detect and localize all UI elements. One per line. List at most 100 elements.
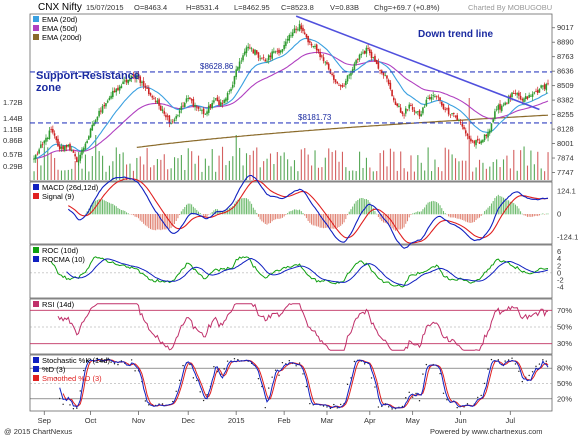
stoch-k-dot xyxy=(278,375,279,376)
volume-bar xyxy=(243,165,244,180)
macd-histogram-bar xyxy=(280,214,281,218)
macd-histogram-bar xyxy=(299,210,300,215)
candle-body xyxy=(76,157,78,162)
volume-bar xyxy=(393,152,394,180)
volume-bar xyxy=(527,166,528,180)
volume-bar xyxy=(482,163,483,180)
rsi-tick-label: 70% xyxy=(557,306,572,315)
candle-body xyxy=(258,52,260,57)
stoch-k-dot xyxy=(354,361,355,362)
macd-histogram-bar xyxy=(153,214,154,230)
macd-histogram-bar xyxy=(260,214,261,219)
macd-histogram-bar xyxy=(207,214,208,216)
macd-histogram-bar xyxy=(518,208,519,214)
macd-histogram-bar xyxy=(105,201,106,214)
price-tick-label: 7747 xyxy=(557,168,574,177)
candle-body xyxy=(333,75,335,80)
macd-histogram-bar xyxy=(135,214,136,217)
stoch-k-dot xyxy=(388,406,389,407)
volume-bar xyxy=(397,171,398,180)
candle-body xyxy=(86,141,88,143)
macd-histogram-bar xyxy=(393,214,394,230)
candle-body xyxy=(376,60,378,64)
candle-body xyxy=(100,111,102,112)
volume-bar xyxy=(212,149,213,180)
macd-histogram-bar xyxy=(525,214,526,216)
candle-body xyxy=(367,48,369,49)
macd-histogram-bar xyxy=(126,212,127,214)
legend-stoch-d: %D (3) xyxy=(42,365,66,374)
stoch-k-dot xyxy=(134,370,135,371)
ema20-swatch xyxy=(33,16,39,22)
candle-body xyxy=(453,113,455,114)
stoch-k-dot xyxy=(391,408,392,409)
candle-body xyxy=(312,46,314,47)
candle-body xyxy=(287,39,289,41)
price-tick-label: 8128 xyxy=(557,125,574,134)
macd-histogram-bar xyxy=(208,214,209,215)
volume-bar xyxy=(123,152,124,180)
macd-histogram-bar xyxy=(102,199,103,214)
signal-swatch xyxy=(33,193,39,199)
candle-body xyxy=(410,105,412,106)
rocma-swatch xyxy=(33,256,39,262)
volume-bar xyxy=(215,172,216,180)
macd-histogram-bar xyxy=(143,214,144,224)
macd-histogram-bar xyxy=(297,210,298,214)
candle-body xyxy=(49,131,51,139)
volume-bar xyxy=(81,169,82,180)
candle-body xyxy=(420,114,422,116)
candle-body xyxy=(456,115,458,120)
candle-body xyxy=(174,120,176,121)
volume-bar xyxy=(506,156,507,180)
macd-histogram-bar xyxy=(241,198,242,214)
macd-histogram-bar xyxy=(157,214,158,229)
macd-tick-label: 124.1 xyxy=(557,186,576,195)
macd-histogram-bar xyxy=(419,212,420,214)
macd-histogram-bar xyxy=(344,214,345,222)
volume-bar xyxy=(513,150,514,180)
macd-histogram-bar xyxy=(438,203,439,214)
stoch-k-dot xyxy=(456,407,457,408)
volume-bar xyxy=(424,170,425,180)
price-tick-label: 8636 xyxy=(557,67,574,76)
candle-body xyxy=(383,72,385,75)
macd-histogram-bar xyxy=(314,214,315,226)
stoch-k-dot xyxy=(535,366,536,367)
ema200-swatch xyxy=(33,34,39,40)
candle-body xyxy=(311,44,313,46)
macd-histogram-bar xyxy=(205,214,206,217)
macd-histogram-bar xyxy=(378,214,379,217)
stoch-k-dot xyxy=(405,397,406,398)
candle-body xyxy=(110,96,112,99)
volume-bar xyxy=(452,154,453,180)
macd-histogram-bar xyxy=(472,214,473,222)
candle-body xyxy=(265,60,267,62)
candle-body xyxy=(38,149,40,153)
volume-bar xyxy=(524,146,525,180)
candle-body xyxy=(496,109,498,110)
candle-body xyxy=(384,75,386,76)
stoch-k-dot xyxy=(59,398,60,399)
candle-body xyxy=(220,102,222,106)
stoch-k-dot xyxy=(275,370,276,371)
stoch-tick-label: 80% xyxy=(557,364,572,373)
macd-histogram-bar xyxy=(292,210,293,214)
price-tick-label: 8509 xyxy=(557,81,574,90)
macd-histogram-bar xyxy=(261,214,262,221)
x-tick-label: Dec xyxy=(182,416,196,425)
candle-body xyxy=(175,116,177,119)
macd-histogram-bar xyxy=(308,214,309,221)
candle-body xyxy=(545,84,547,90)
zone-label-line-1: Support-Resistance xyxy=(36,70,140,82)
macd-histogram-bar xyxy=(374,211,375,214)
candle-body xyxy=(150,93,152,95)
macd-histogram-bar xyxy=(177,214,178,218)
volume-bar xyxy=(530,151,531,180)
stoch-k-dot xyxy=(419,400,420,401)
legend-ema20: EMA (20d) xyxy=(42,15,78,24)
macd-histogram-bar xyxy=(273,214,274,220)
volume-bar xyxy=(291,166,292,180)
candle-body xyxy=(194,105,196,107)
macd-histogram-bar xyxy=(534,214,535,216)
